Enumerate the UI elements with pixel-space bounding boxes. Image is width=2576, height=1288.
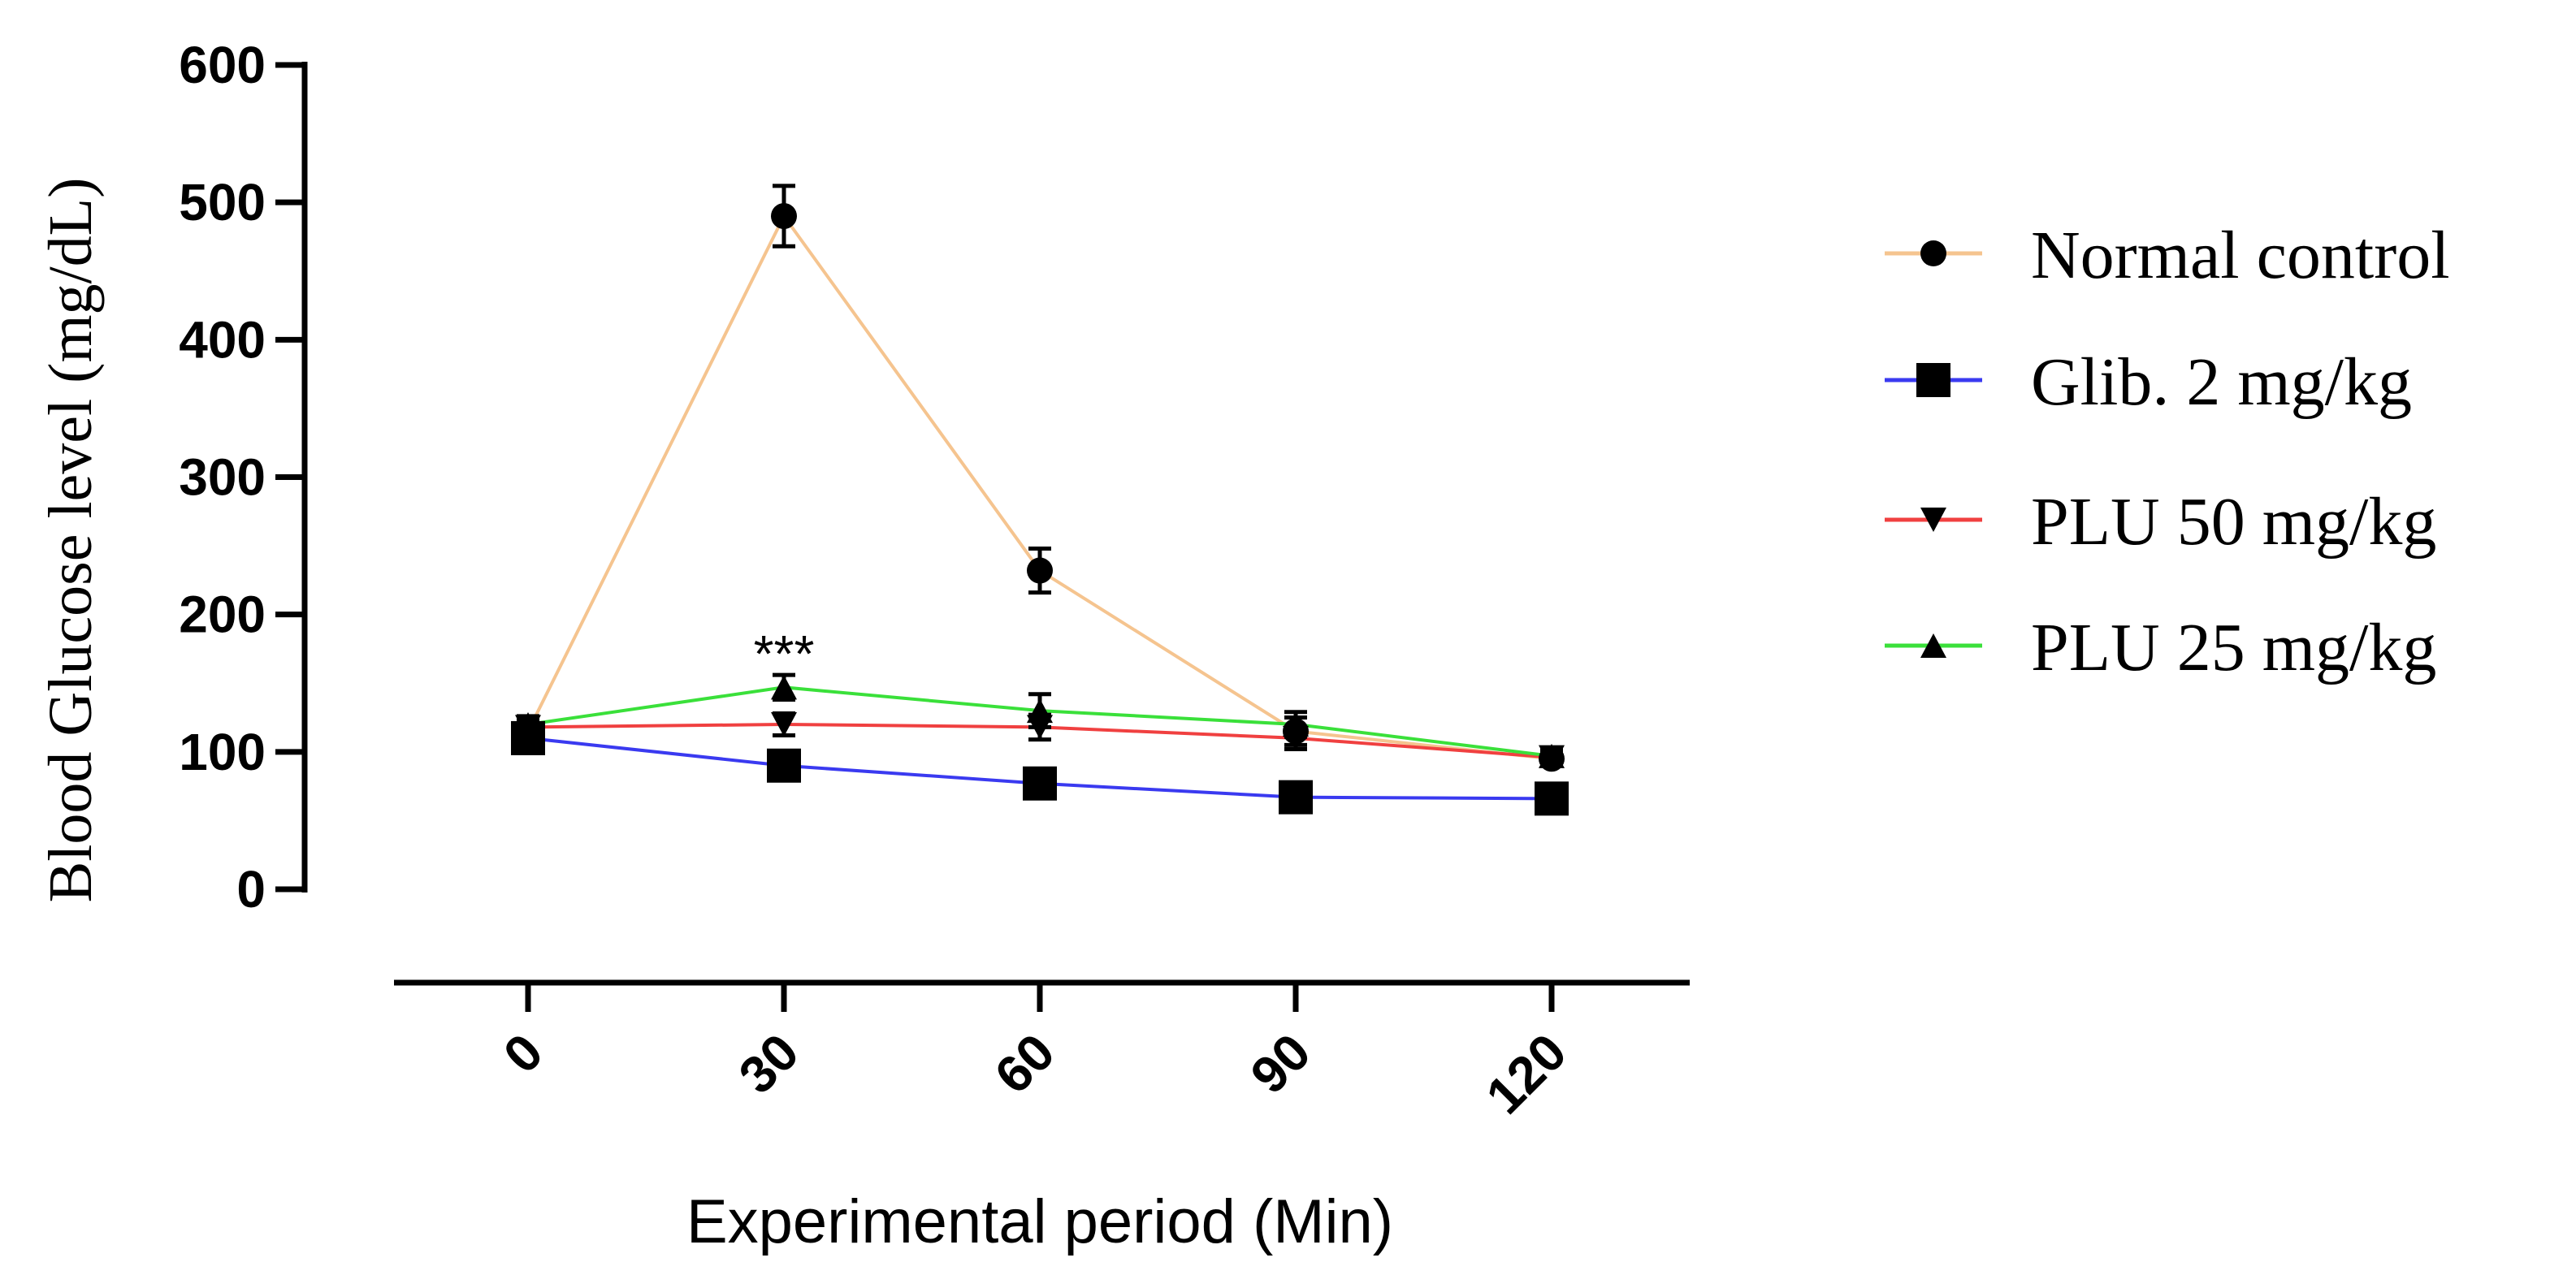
x-tick-label: 0 — [492, 1022, 554, 1084]
data-point-3 — [771, 675, 797, 700]
y-tick-label: 200 — [179, 586, 266, 644]
data-point-2 — [771, 712, 797, 737]
legend-marker — [1920, 240, 1946, 266]
x-axis-label: Experimental period (Min) — [686, 1187, 1393, 1256]
legend-item-0: Normal control — [1885, 218, 2450, 293]
y-tick-label: 600 — [179, 36, 266, 94]
y-tick-label: 0 — [236, 860, 266, 918]
y-tick-label: 100 — [179, 723, 266, 781]
x-tick-label: 120 — [1474, 1022, 1577, 1125]
legend-marker — [1920, 508, 1946, 532]
data-point-3 — [1027, 698, 1053, 724]
data-point-1 — [767, 748, 801, 783]
annotations: *** — [754, 625, 815, 683]
legend-label: Normal control — [2031, 218, 2450, 293]
markers — [511, 203, 1569, 816]
legend-label: PLU 25 mg/kg — [2031, 610, 2436, 685]
x-tick-label: 90 — [1240, 1022, 1322, 1104]
y-tick-label: 300 — [179, 448, 266, 507]
legend-item-1: Glib. 2 mg/kg — [1885, 344, 2412, 420]
legend-item-2: PLU 50 mg/kg — [1885, 484, 2436, 560]
data-point-3 — [1539, 743, 1565, 768]
legend-marker — [1920, 633, 1946, 658]
significance-annotation: *** — [754, 625, 815, 683]
x-tick-label: 30 — [728, 1022, 810, 1104]
y-axis-label: Blood Glucose level (mg/dL) — [37, 178, 105, 903]
legend-label: PLU 50 mg/kg — [2031, 484, 2436, 560]
data-point-0 — [1027, 557, 1053, 584]
y-tick-label: 400 — [179, 310, 266, 369]
legend-label: Glib. 2 mg/kg — [2031, 344, 2412, 420]
data-point-1 — [1023, 766, 1057, 801]
data-point-0 — [771, 203, 797, 230]
x-tick-label: 60 — [984, 1022, 1066, 1104]
axes: 0 100 200 300 400 500 600 0 30 60 90 120 Experimenta… — [37, 36, 1690, 1256]
data-point-1 — [1279, 780, 1313, 815]
data-point-1 — [1535, 781, 1569, 816]
data-point-3 — [515, 712, 541, 737]
data-point-3 — [1283, 712, 1309, 737]
legend-marker — [1916, 363, 1950, 397]
legend: Normal control Glib. 2 mg/kg PLU 50 mg/kg P… — [1885, 218, 2450, 685]
series-line-0 — [526, 213, 1552, 761]
legend-item-3: PLU 25 mg/kg — [1885, 610, 2436, 685]
y-tick-label: 500 — [179, 173, 266, 231]
